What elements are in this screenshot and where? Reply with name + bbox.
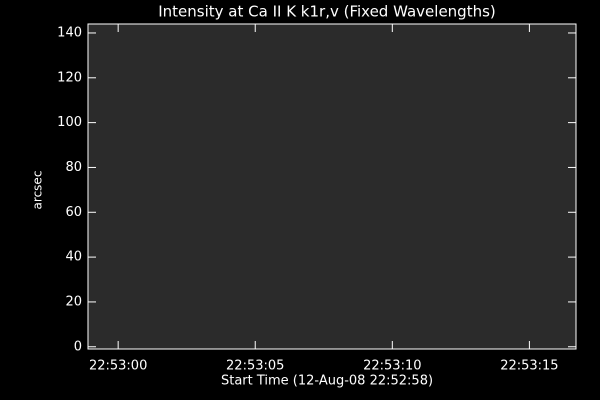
image <box>88 24 576 349</box>
x-tick-label: 22:53:15 <box>500 359 558 374</box>
x-tick-label: 22:53:05 <box>226 359 284 374</box>
y-tick-label: 0 <box>74 339 82 354</box>
x-tick-label: 22:53:00 <box>89 359 147 374</box>
y-tick-label: 100 <box>57 115 82 130</box>
y-tick-label: 80 <box>65 160 82 175</box>
y-tick-label: 120 <box>57 70 82 85</box>
y-tick-label: 140 <box>57 25 82 40</box>
x-axis-label: Start Time (12-Aug-08 22:52:58) <box>221 374 433 389</box>
y-tick-label: 20 <box>65 294 82 309</box>
y-axis-label: arcsec <box>31 171 45 210</box>
x-tick-label: 22:53:10 <box>363 359 421 374</box>
plot-frame <box>87 23 577 350</box>
y-tick-label: 40 <box>65 250 82 265</box>
chart-title: Intensity at Ca II K k1r,v (Fixed Wavele… <box>158 3 496 21</box>
y-tick-label: 60 <box>65 205 82 220</box>
